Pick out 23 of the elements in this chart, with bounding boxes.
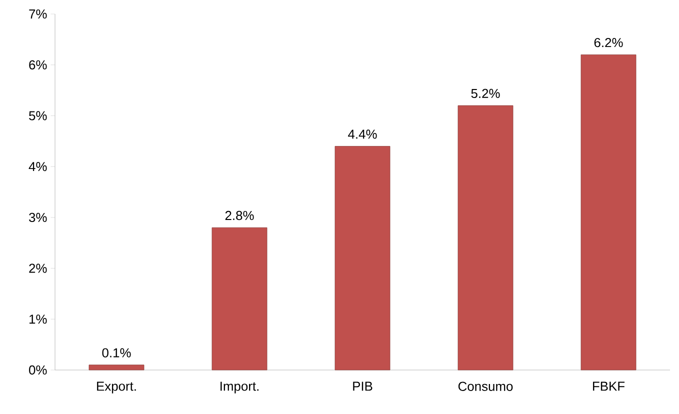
data-label: 6.2% (594, 38, 623, 48)
data-label: 0.1% (102, 348, 131, 358)
y-tick-label: 2% (29, 264, 47, 273)
x-tick-label: Import. (220, 382, 258, 394)
bar (334, 146, 390, 370)
y-tick-label: 7% (29, 9, 47, 19)
bar (580, 54, 636, 370)
x-tick-label: Export. (97, 382, 136, 394)
data-label: 5.2% (471, 88, 500, 98)
bar (458, 105, 514, 370)
data-label: 4.4% (348, 130, 377, 139)
x-tick-label: PIB (353, 382, 372, 391)
y-tick-label: 5% (29, 111, 47, 120)
y-tick-label: 1% (29, 314, 47, 324)
x-tick-label: Consumo (458, 382, 513, 391)
y-tick-label: 3% (29, 212, 47, 222)
bar (212, 227, 268, 370)
y-tick-label: 4% (28, 162, 47, 172)
y-tick-label: 0% (29, 365, 47, 375)
data-label: 2.8% (225, 210, 254, 220)
x-tick-label: FBKF (593, 382, 625, 391)
y-tick-label: 6% (29, 60, 47, 70)
bar (88, 364, 144, 370)
